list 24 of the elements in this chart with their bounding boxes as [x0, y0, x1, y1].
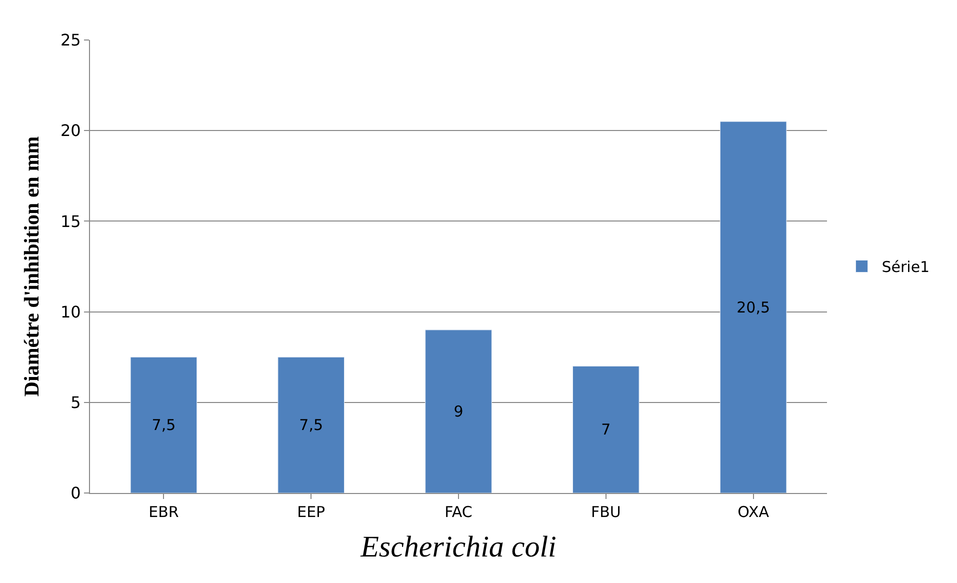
bar [720, 121, 787, 493]
bar [425, 330, 492, 493]
x-tick-label: EBR [148, 503, 179, 521]
data-label: 7,5 [299, 416, 324, 434]
data-label: 7,5 [152, 416, 176, 434]
x-tick-label: EEP [297, 503, 326, 521]
data-label: 7 [601, 420, 611, 439]
x-axis-title: Escherichia coli [360, 530, 556, 564]
y-tick-label: 5 [70, 393, 81, 412]
y-tick-label: 20 [60, 121, 81, 140]
x-tick-label: FAC [444, 503, 472, 521]
bar [130, 356, 198, 493]
data-label: 9 [454, 402, 464, 420]
legend-label: Série1 [882, 258, 930, 276]
x-tick-label: OXA [738, 503, 770, 521]
bar [278, 356, 345, 493]
y-tick-label: 0 [70, 484, 81, 503]
x-tick-label: FBU [590, 503, 621, 521]
y-axis-title: Diamétre d'inhibition en mm [20, 136, 44, 397]
data-label: 20,5 [736, 298, 770, 316]
y-tick-label: 25 [60, 30, 81, 50]
y-tick-label: 15 [60, 212, 81, 231]
bar [572, 366, 640, 493]
y-tick-label: 10 [60, 302, 81, 322]
